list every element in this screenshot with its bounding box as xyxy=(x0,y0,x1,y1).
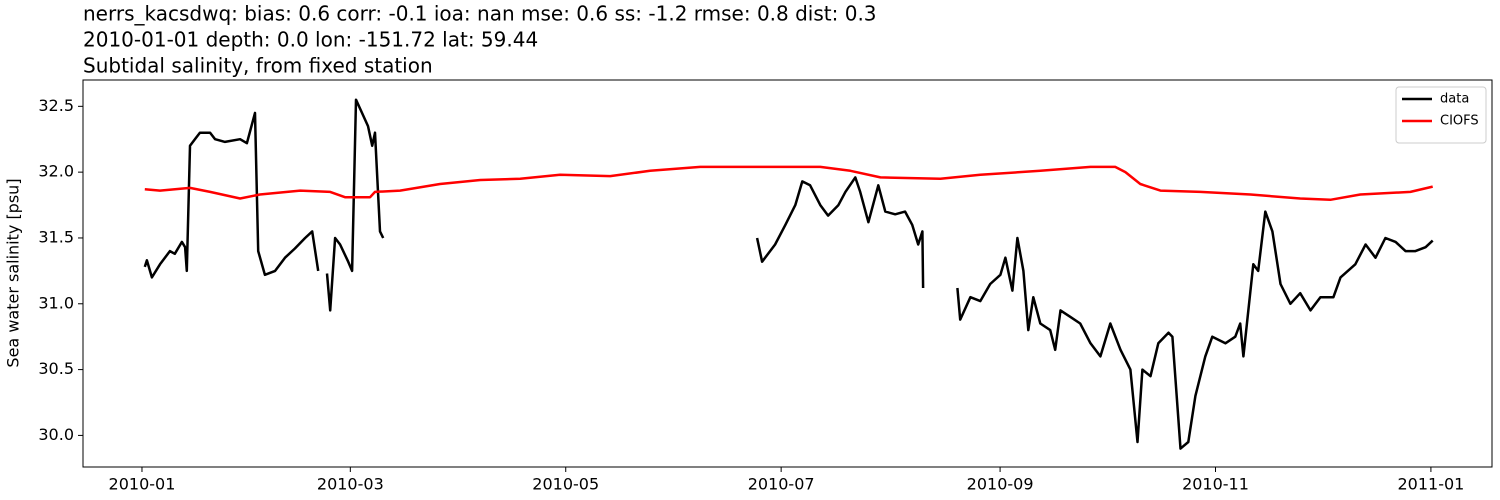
legend-label: data xyxy=(1440,92,1469,107)
x-tick-label: 2010-03 xyxy=(317,475,384,494)
x-tick-label: 2011-01 xyxy=(1397,475,1464,494)
chart-subtitle: Subtidal salinity, from fixed station xyxy=(83,54,433,78)
x-tick-label: 2010-11 xyxy=(1182,475,1249,494)
chart-title: nerrs_kacsdwq: bias: 0.6 corr: -0.1 ioa:… xyxy=(83,2,877,26)
x-tick-label: 2010-07 xyxy=(748,475,815,494)
x-tick-label: 2010-05 xyxy=(532,475,599,494)
plot-frame xyxy=(82,79,1493,468)
data-line xyxy=(144,165,1433,202)
y-tick-label: 32.0 xyxy=(38,162,74,181)
y-tick-label: 32.5 xyxy=(38,96,74,115)
chart-subtitle: 2010-01-01 depth: 0.0 lon: -151.72 lat: … xyxy=(83,28,538,52)
y-tick-label: 31.0 xyxy=(38,293,74,312)
legend-box xyxy=(1395,86,1487,144)
data-line xyxy=(143,98,1434,450)
x-tick-label: 2010-09 xyxy=(967,475,1034,494)
y-tick-label: 30.5 xyxy=(38,359,74,378)
x-tick-label: 2010-01 xyxy=(109,475,176,494)
legend-label: CIOFS xyxy=(1440,114,1479,129)
y-axis-label: Sea water salinity [psu] xyxy=(4,178,23,367)
y-tick-label: 31.5 xyxy=(38,227,74,246)
y-tick-label: 30.0 xyxy=(38,425,74,444)
